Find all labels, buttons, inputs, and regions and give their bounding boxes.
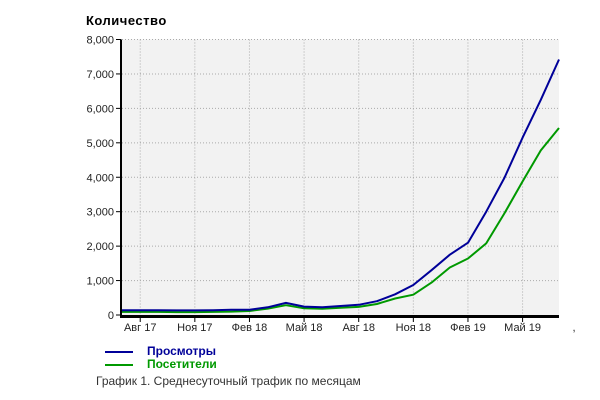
visitors-line-swatch <box>105 363 133 366</box>
y-tick-label: 1,000 <box>86 276 114 288</box>
chart-caption: График 1. Среднесуточный трафик по месяц… <box>96 374 361 388</box>
x-tick-label: Фев 19 <box>450 322 486 334</box>
y-tick-label: 0 <box>108 310 114 322</box>
y-tick-label: 7,000 <box>86 69 114 81</box>
views-line-swatch <box>105 350 133 353</box>
x-tick-label: Ноя 17 <box>177 322 212 334</box>
y-tick-label: 3,000 <box>86 207 114 219</box>
visitors-line <box>122 127 560 314</box>
x-tick-label-clipped: , <box>572 322 575 334</box>
legend-item-visitors: Посетители <box>105 358 217 371</box>
y-tick-label: 4,000 <box>86 172 114 184</box>
legend-item-views: Просмотры <box>105 345 217 358</box>
chart-legend: Просмотры Посетители <box>105 345 217 371</box>
x-tick-label: Фев 18 <box>232 322 268 334</box>
chart-title: Количество <box>86 13 167 28</box>
x-tick-label: Авг 17 <box>124 322 156 334</box>
plot-area-background <box>122 39 559 315</box>
views-line <box>122 59 560 312</box>
x-tick-label: Май 18 <box>286 322 323 334</box>
y-tick-label: 8,000 <box>86 35 114 47</box>
views-legend-label: Просмотры <box>147 344 217 358</box>
x-tick-label: Авг 18 <box>342 322 374 334</box>
visitors-legend-label: Посетители <box>147 357 217 371</box>
y-tick-label: 6,000 <box>86 103 114 115</box>
x-tick-label: Май 19 <box>504 322 541 334</box>
x-tick-label: Ноя 18 <box>396 322 431 334</box>
y-tick-label: 2,000 <box>86 241 114 253</box>
y-tick-label: 5,000 <box>86 138 114 150</box>
